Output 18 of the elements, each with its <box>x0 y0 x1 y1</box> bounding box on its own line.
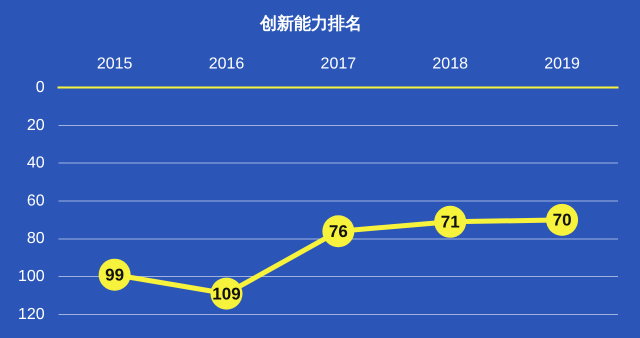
x-tick-label: 2017 <box>320 55 356 72</box>
y-tick-label: 120 <box>18 306 45 323</box>
y-tick-label: 20 <box>26 116 45 134</box>
y-tick-label: 40 <box>26 154 45 172</box>
chart-title: 创新能力排名 <box>259 14 362 33</box>
data-label: 71 <box>440 212 460 232</box>
data-label: 70 <box>552 210 572 230</box>
y-tick-label: 0 <box>36 79 45 96</box>
data-label: 76 <box>328 222 348 241</box>
x-tick-label: 2019 <box>544 55 580 72</box>
x-tick-label: 2018 <box>432 55 468 72</box>
x-tick-label: 2016 <box>208 55 244 72</box>
data-label: 109 <box>212 284 241 304</box>
y-tick-label: 80 <box>26 230 45 248</box>
data-label: 99 <box>105 265 124 284</box>
y-tick-label: 100 <box>18 268 45 286</box>
y-tick-label: 60 <box>26 192 45 210</box>
x-tick-label: 2015 <box>96 55 133 72</box>
